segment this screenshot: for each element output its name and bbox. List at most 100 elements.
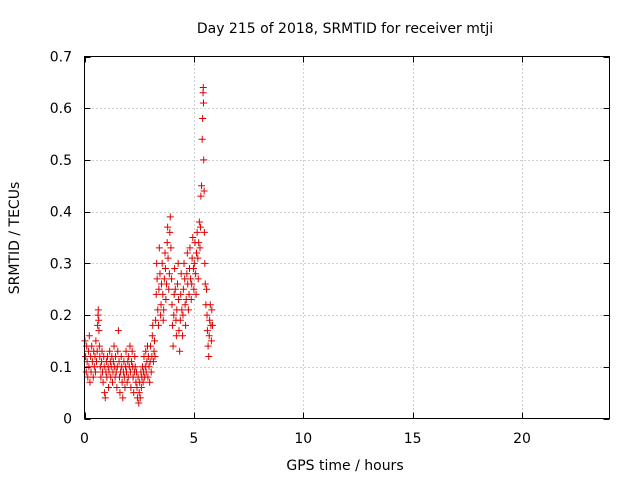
data-point bbox=[114, 347, 122, 355]
data-point bbox=[159, 290, 167, 298]
data-point bbox=[178, 306, 186, 314]
data-point bbox=[194, 254, 202, 262]
data-point bbox=[203, 285, 211, 293]
data-points bbox=[81, 84, 216, 407]
x-tick-label: 0 bbox=[80, 431, 89, 447]
data-point bbox=[94, 321, 102, 329]
data-point bbox=[121, 383, 129, 391]
x-tick-label: 20 bbox=[513, 431, 531, 447]
data-point bbox=[171, 285, 179, 293]
y-tick-label: 0.7 bbox=[50, 50, 72, 66]
data-point bbox=[164, 254, 172, 262]
y-tick-label: 0.1 bbox=[50, 360, 72, 376]
data-point bbox=[195, 218, 203, 226]
data-point bbox=[176, 347, 184, 355]
data-point bbox=[176, 316, 184, 324]
data-point bbox=[206, 301, 214, 309]
data-point bbox=[177, 290, 185, 298]
data-point bbox=[170, 311, 178, 319]
data-point bbox=[85, 332, 93, 340]
data-point bbox=[148, 332, 156, 340]
data-point bbox=[179, 311, 187, 319]
data-point bbox=[127, 383, 135, 391]
data-point bbox=[159, 316, 167, 324]
data-point bbox=[168, 321, 176, 329]
data-point bbox=[117, 352, 125, 360]
data-point bbox=[131, 363, 139, 371]
data-point bbox=[162, 296, 170, 304]
x-tick-label: 5 bbox=[189, 431, 198, 447]
data-point bbox=[151, 352, 159, 360]
data-point bbox=[135, 399, 143, 407]
data-point bbox=[186, 244, 194, 252]
data-point bbox=[156, 270, 164, 278]
data-point bbox=[181, 275, 189, 283]
data-point bbox=[185, 290, 193, 298]
data-point bbox=[190, 259, 198, 267]
data-point bbox=[204, 342, 212, 350]
y-tick-label: 0 bbox=[63, 412, 72, 428]
data-point bbox=[113, 383, 121, 391]
data-point bbox=[161, 265, 169, 273]
data-point bbox=[189, 234, 197, 241]
data-point bbox=[114, 327, 122, 335]
data-point bbox=[193, 249, 200, 257]
data-point bbox=[187, 275, 195, 283]
y-tick-label: 0.3 bbox=[50, 256, 72, 272]
data-point bbox=[168, 301, 176, 309]
data-point bbox=[126, 342, 134, 350]
data-point bbox=[168, 275, 176, 283]
data-point bbox=[105, 383, 113, 391]
data-point bbox=[151, 337, 158, 345]
data-point bbox=[189, 265, 197, 273]
data-point bbox=[165, 270, 173, 278]
data-point bbox=[165, 285, 173, 293]
data-point bbox=[131, 352, 139, 360]
data-point bbox=[142, 347, 150, 355]
data-point bbox=[199, 84, 207, 92]
ticks bbox=[84, 56, 610, 420]
data-point bbox=[155, 285, 163, 293]
data-point bbox=[200, 228, 208, 236]
data-point bbox=[90, 363, 98, 371]
plot-frame bbox=[84, 56, 610, 419]
data-point bbox=[203, 327, 211, 335]
data-point bbox=[200, 156, 208, 164]
data-point bbox=[153, 275, 161, 283]
data-point bbox=[150, 347, 158, 355]
data-point bbox=[101, 389, 109, 397]
data-point bbox=[190, 285, 198, 293]
y-tick-labels: 0 0.1 0.2 0.3 0.4 0.5 0.6 0.7 bbox=[50, 50, 72, 428]
data-point bbox=[157, 311, 165, 319]
data-point bbox=[110, 342, 118, 350]
data-point bbox=[95, 342, 103, 350]
gridlines bbox=[84, 56, 610, 419]
x-tick-label: 10 bbox=[294, 431, 312, 447]
data-point bbox=[181, 301, 189, 309]
y-tick-label: 0.4 bbox=[50, 205, 72, 221]
data-point bbox=[137, 383, 145, 391]
data-point bbox=[122, 347, 130, 355]
data-point bbox=[169, 342, 177, 350]
data-point bbox=[163, 239, 171, 247]
data-point bbox=[157, 301, 165, 309]
data-point bbox=[147, 342, 155, 350]
data-point bbox=[164, 223, 172, 231]
data-point bbox=[158, 259, 166, 267]
data-point bbox=[201, 280, 209, 288]
data-point bbox=[201, 259, 209, 267]
data-point bbox=[91, 368, 99, 376]
data-point bbox=[145, 363, 153, 371]
data-point bbox=[206, 316, 214, 324]
data-point bbox=[139, 378, 147, 386]
data-point bbox=[167, 244, 175, 252]
data-point bbox=[166, 213, 174, 221]
data-point bbox=[155, 244, 163, 252]
data-point bbox=[160, 306, 168, 314]
data-point bbox=[200, 187, 208, 195]
data-point bbox=[135, 389, 143, 397]
data-point bbox=[172, 332, 180, 340]
data-point bbox=[171, 265, 179, 273]
data-point bbox=[163, 280, 171, 288]
